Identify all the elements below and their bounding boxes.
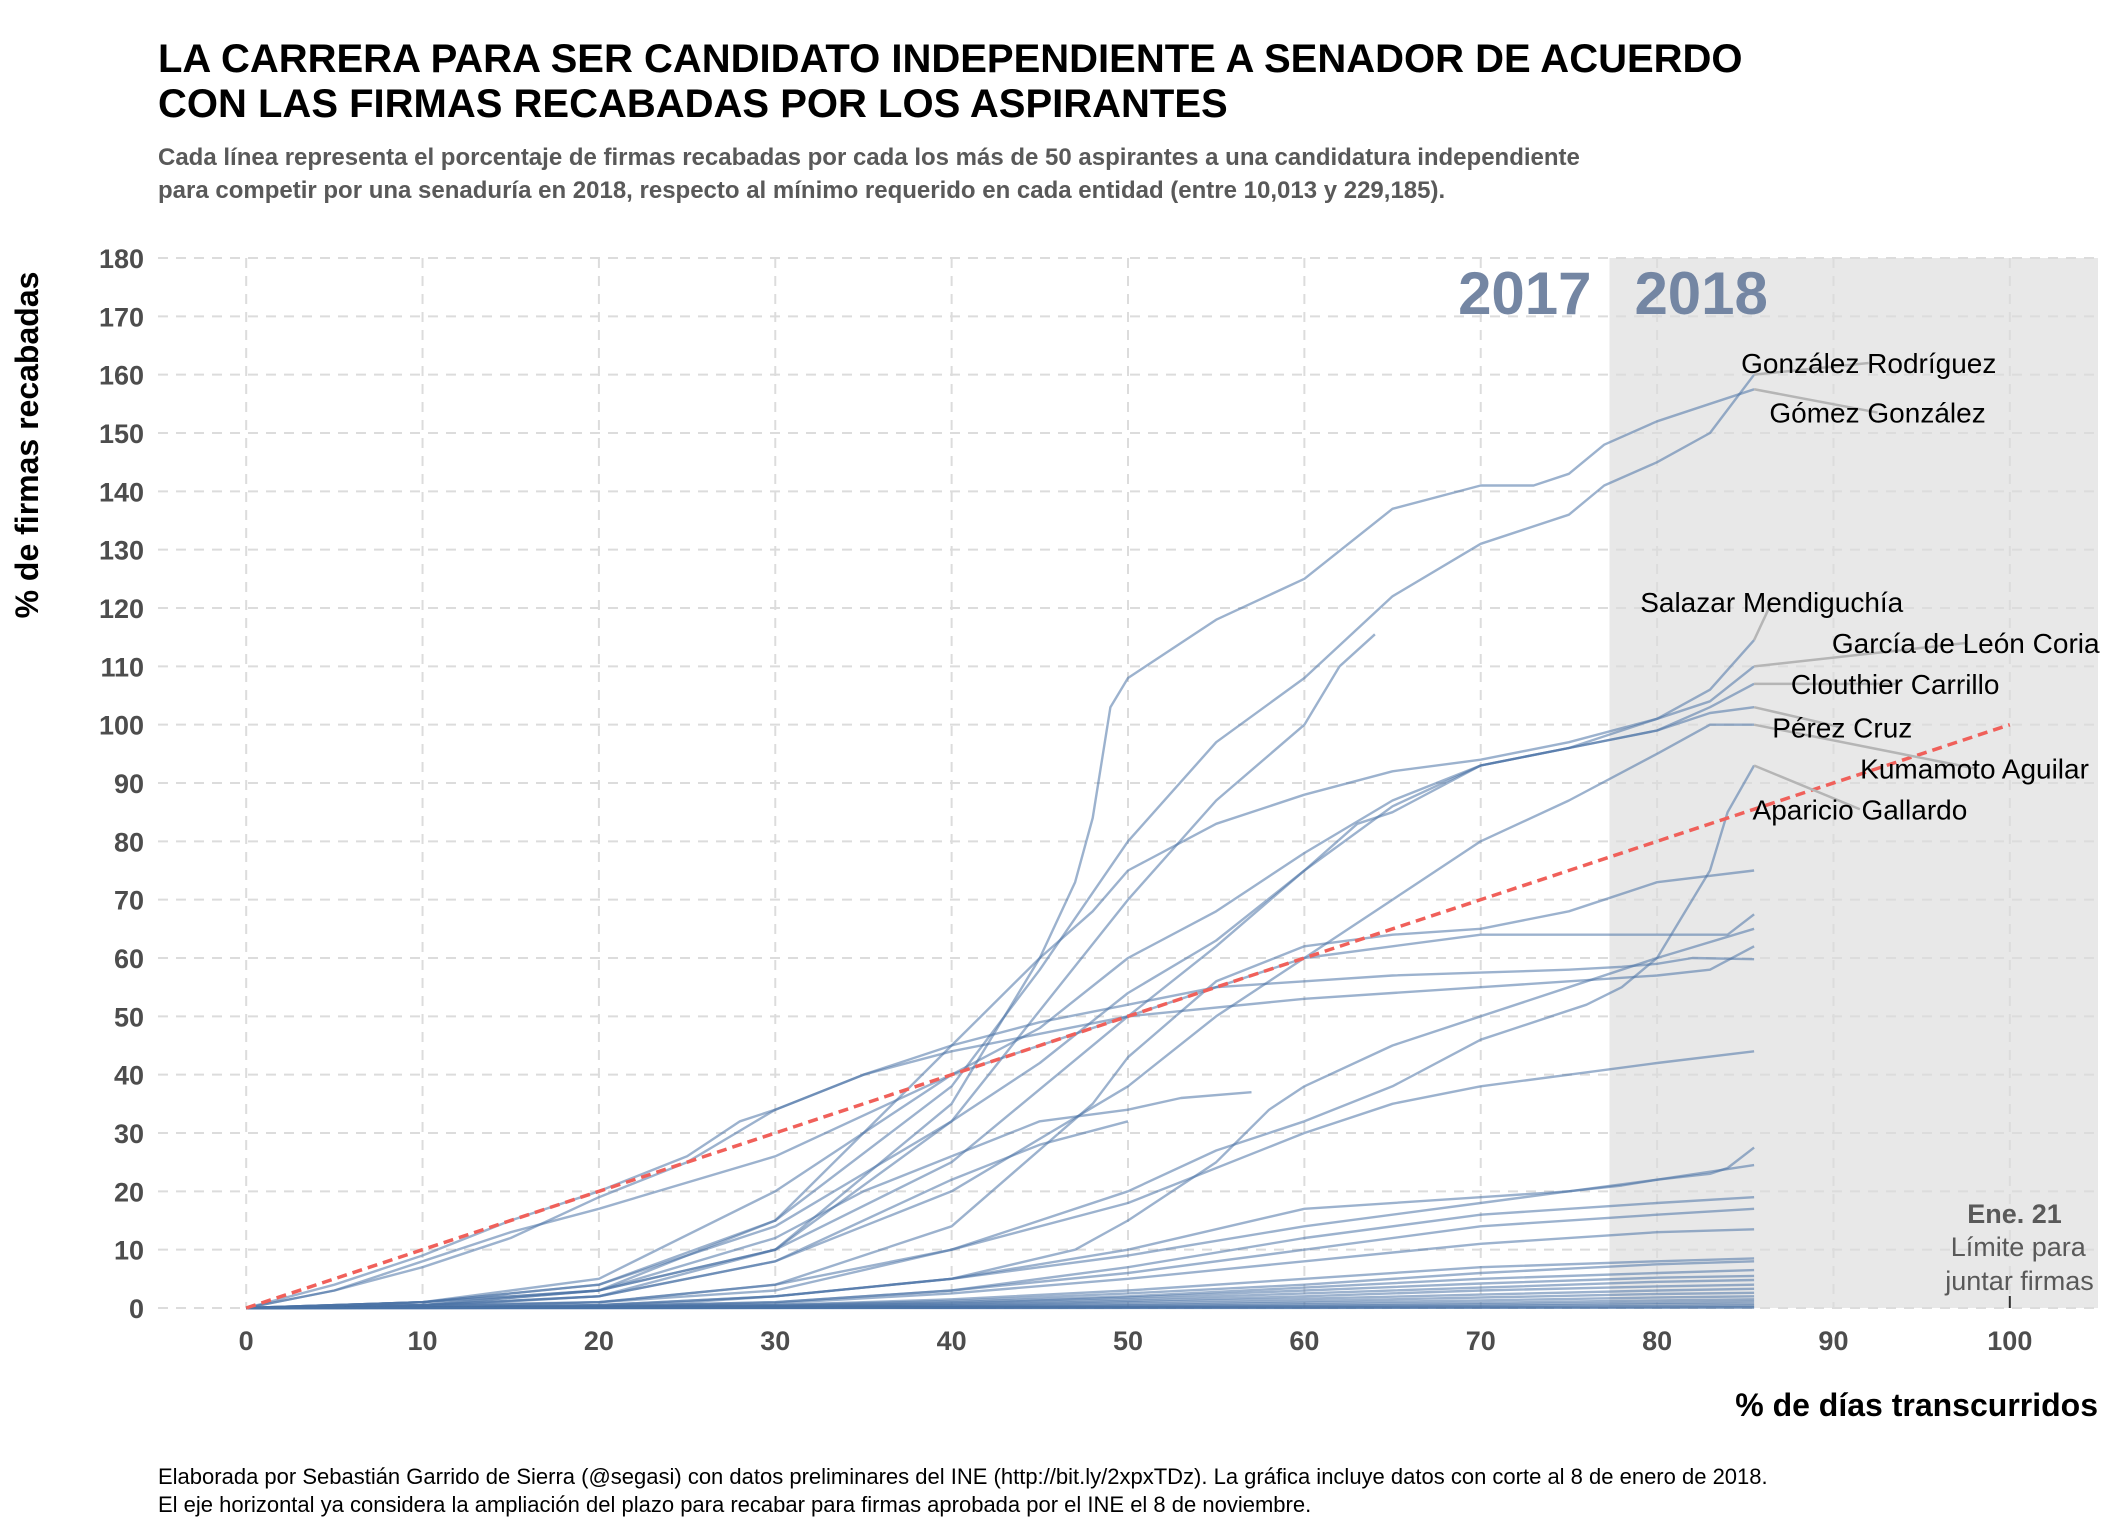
y-tick-label: 40 — [114, 1061, 144, 1091]
chart-subtitle-line1: Cada línea representa el porcentaje de f… — [158, 144, 1580, 171]
year-label: 2018 — [1634, 260, 1767, 327]
x-tick-label: 70 — [1466, 1326, 1496, 1356]
series-label: García de León Coria — [1832, 628, 2100, 659]
caption-line2: El eje horizontal ya considera la amplia… — [158, 1492, 1311, 1517]
y-tick-label: 150 — [99, 419, 144, 449]
y-tick-label: 100 — [99, 711, 144, 741]
y-tick-label: 130 — [99, 536, 144, 566]
x-tick-label: 10 — [408, 1326, 438, 1356]
y-axis-title: % de firmas recabadas — [9, 272, 45, 619]
y-axis-ticks: 0 10 20 30 40 50 60 70 80 90 100 110 120 130 140 150 160… — [99, 244, 144, 1324]
label-leader — [1753, 764, 1861, 811]
year-labels: 2017 2018 — [1458, 260, 1768, 327]
x-tick-label: 50 — [1113, 1326, 1143, 1356]
label-leader — [1753, 705, 1843, 729]
series-line — [246, 764, 1756, 1310]
chart-title-line1: LA CARRERA PARA SER CANDIDATO INDEPENDIE… — [158, 37, 1743, 81]
series-label: Salazar Mendiguchía — [1640, 587, 1903, 618]
year-label: 2017 — [1458, 260, 1591, 327]
series-lines — [245, 373, 1756, 1310]
y-tick-label: 50 — [114, 1002, 144, 1032]
plot-area: González Rodríguez Gómez González Salazar … — [158, 257, 2100, 1310]
x-tick-label: 60 — [1289, 1326, 1319, 1356]
x-axis-title: % de días transcurridos — [1735, 1387, 2098, 1423]
y-tick-label: 160 — [99, 361, 144, 391]
y-tick-label: 170 — [99, 302, 144, 332]
y-tick-label: 20 — [114, 1177, 144, 1207]
reference-line — [245, 723, 2011, 1310]
y-tick-label: 90 — [114, 769, 144, 799]
series-label: Gómez González — [1769, 398, 1985, 429]
series-line — [246, 633, 1376, 1310]
x-tick-label: 80 — [1642, 1326, 1672, 1356]
chart-title-line2: CON LAS FIRMAS RECABADAS POR LOS ASPIRAN… — [158, 82, 1228, 126]
label-leader — [1753, 723, 1975, 770]
y-tick-label: 110 — [100, 652, 144, 682]
series-label: Pérez Cruz — [1772, 713, 1912, 744]
y-tick-label: 120 — [99, 594, 144, 624]
x-tick-label: 90 — [1818, 1326, 1848, 1356]
series-line — [246, 639, 1755, 1310]
x-axis-ticks: 0 10 20 30 40 50 60 70 80 90 100 — [239, 1326, 2033, 1356]
x-tick-label: 20 — [584, 1326, 614, 1356]
label-leader — [1753, 361, 1869, 376]
deadline-date: Ene. 21 — [1967, 1199, 2062, 1229]
series-line — [245, 956, 1755, 1310]
y-tick-label: 180 — [99, 244, 144, 274]
series-line — [246, 665, 1755, 1310]
y-tick-label: 30 — [114, 1119, 144, 1149]
x-tick-label: 100 — [1987, 1326, 2032, 1356]
deadline-text-line2: juntar firmas — [1944, 1266, 2094, 1296]
y-tick-label: 80 — [114, 827, 144, 857]
caption-line1: Elaborada por Sebastián Garrido de Sierr… — [158, 1464, 1768, 1489]
y-tick-label: 140 — [99, 477, 144, 507]
series-labels: González Rodríguez Gómez González Salazar … — [1640, 348, 2100, 825]
series-label: González Rodríguez — [1741, 348, 1996, 379]
series-line — [246, 388, 1755, 1310]
x-tick-label: 40 — [937, 1326, 967, 1356]
series-line — [246, 1196, 1755, 1310]
deadline-note: Ene. 21 Límite para juntar firmas — [1944, 1199, 2094, 1308]
label-leader — [1753, 641, 1966, 668]
label-leaders — [1752, 361, 1975, 811]
label-leader — [1753, 388, 1878, 414]
y-tick-label: 0 — [129, 1294, 144, 1324]
series-line — [246, 1120, 1129, 1310]
series-label: Kumamoto Aguilar — [1860, 753, 2089, 784]
series-label: Clouthier Carrillo — [1791, 669, 2000, 700]
y-tick-label: 70 — [114, 886, 144, 916]
series-line — [246, 1050, 1755, 1310]
chart-subtitle-line2: para competir por una senaduría en 2018,… — [158, 177, 1445, 204]
label-leader — [1752, 601, 1773, 641]
series-line — [246, 373, 1756, 1310]
y-tick-label: 10 — [114, 1236, 144, 1266]
deadline-text-line1: Límite para — [1951, 1232, 2087, 1262]
series-line — [246, 706, 1755, 1310]
y-tick-label: 60 — [114, 944, 144, 974]
series-line — [246, 1091, 1252, 1310]
x-tick-label: 30 — [760, 1326, 790, 1356]
x-tick-label: 0 — [239, 1326, 254, 1356]
series-label: Aparicio Gallardo — [1753, 794, 1968, 825]
